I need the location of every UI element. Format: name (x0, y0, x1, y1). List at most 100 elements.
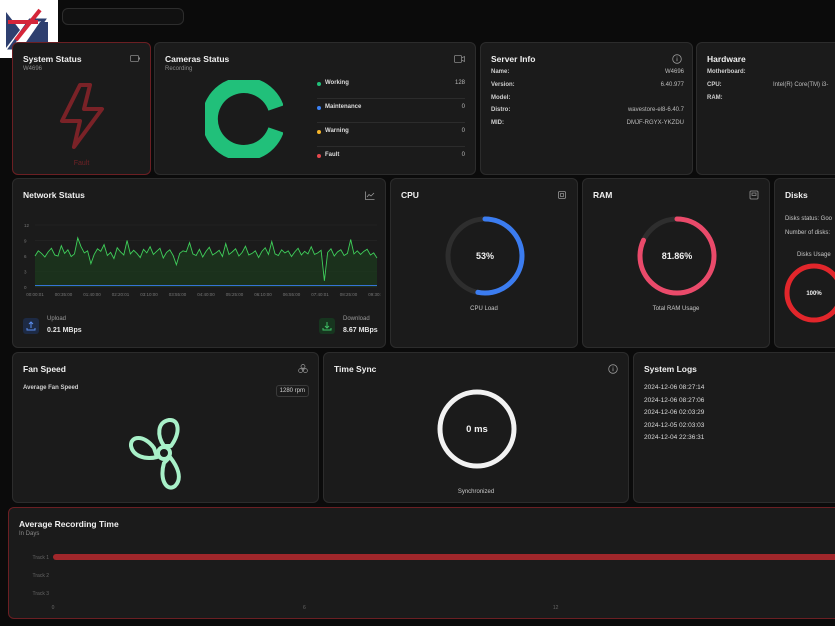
lightning-icon (60, 83, 104, 149)
server-info-rows: Name: W4696 Version: 6.40.977 Model: Distro: w… (491, 69, 684, 133)
download-value: 8.67 MBps (343, 327, 378, 334)
status-dot-icon (317, 106, 321, 110)
system-logs-list: 2024-12-06 08:27:14 2024-12-06 08:27:06 20… (644, 384, 704, 447)
time-sync-caption: Synchronized (457, 489, 495, 495)
download-area (35, 237, 377, 287)
info-icon[interactable] (608, 364, 618, 374)
time-sync-title: Time Sync (334, 364, 377, 374)
info-label: CPU: (707, 81, 722, 88)
log-entry[interactable]: 2024-12-06 08:27:06 (644, 396, 705, 404)
y-tick-label: 12 (24, 223, 30, 228)
camera-status-list: Working 128 Maintenance 0 Warning 0 Fault 0 (317, 75, 465, 171)
info-icon[interactable] (672, 54, 682, 64)
chip-icon (558, 191, 566, 199)
recording-chart: Track 1 Track 2 Track 3 0 6 12 (33, 554, 835, 610)
cameras-donut (205, 80, 283, 158)
camera-status-row: Working 128 (317, 75, 465, 99)
recording-time-card: Average Recording Time In Days Track 1 Tr… (8, 507, 835, 619)
time-sync-gauge: 0 ms (437, 389, 517, 469)
ram-title: RAM (593, 190, 613, 200)
disks-count: Number of disks: (785, 230, 831, 236)
info-row: CPU: Intel(R) Core(TM) i3- (707, 82, 835, 95)
info-row: MID: DMJF-RGYX-YKZDU (491, 120, 684, 133)
x-tick-label: 02:20:01 (112, 292, 130, 297)
info-value: Intel(R) Core(TM) i3- (773, 81, 829, 88)
hardware-title: Hardware (707, 54, 746, 64)
track-label: Track 2 (33, 573, 50, 579)
cpu-card: CPU 53% CPU Load (390, 178, 578, 348)
disks-gauge: 100% (784, 263, 835, 323)
network-status-card: Network Status 12 9 6 3 0 00:00:01 00:35:00 01:… (12, 178, 386, 348)
camera-status-label: Warning (325, 128, 349, 134)
upload-label: Upload (47, 316, 67, 322)
system-logs-card: System Logs 2024-12-06 08:27:14 2024-12-0… (633, 352, 835, 503)
fan-title: Fan Speed (23, 364, 66, 374)
log-entry[interactable]: 2024-12-06 08:27:14 (644, 384, 705, 391)
recording-subtitle: In Days (19, 531, 40, 537)
log-entry[interactable]: 2024-12-06 02:03:29 (644, 409, 705, 417)
info-row: Model: (491, 95, 684, 108)
x-tick-label: 12 (553, 605, 559, 610)
y-tick-label: 6 (24, 254, 27, 259)
disks-card: Disks Disks status: Goo Number of disks:… (774, 178, 835, 348)
fan-speed-card: Fan Speed Average Fan Speed 1280 rpm (12, 352, 319, 503)
x-tick-label: 03:55:00 (169, 292, 187, 297)
x-tick-label: 05:25:00 (226, 292, 244, 297)
x-tick-label: 00:00:01 (26, 292, 44, 297)
info-label: Name: (491, 69, 510, 75)
info-row: Distro: wavestore-el8-6.40.7 (491, 107, 684, 120)
ram-value: 81.86% (662, 251, 693, 261)
camera-status-count: 128 (454, 80, 465, 86)
ram-gauge: 81.86% (637, 216, 717, 296)
info-label: Version: (491, 81, 515, 88)
line-chart-icon[interactable] (365, 191, 375, 200)
hardware-card: Hardware Motherboard: CPU: Intel(R) Core(T… (696, 42, 835, 175)
camera-icon (454, 55, 465, 63)
log-entry[interactable]: 2024-12-04 22:36:31 (644, 434, 705, 442)
fan-blade-icon (129, 418, 181, 490)
search-input[interactable] (62, 8, 184, 25)
x-tick-label: 08:25:00 (340, 292, 358, 297)
ram-card: RAM 81.86% Total RAM Usage (582, 178, 770, 348)
x-tick-label: 04:40:00 (197, 292, 215, 297)
x-tick-label: 06:10:00 (254, 292, 272, 297)
log-entry[interactable]: 2024-12-05 02:03:03 (644, 421, 705, 429)
cameras-status-card: Cameras Status Recording Working 128 Maint… (154, 42, 476, 175)
server-info-card: Server Info Name: W4696 Version: 6.40.977 Mo… (480, 42, 693, 175)
info-label: RAM: (707, 94, 723, 101)
cameras-title: Cameras Status (165, 54, 230, 64)
battery-icon (130, 55, 140, 62)
disks-usage-value: 100% (806, 291, 822, 297)
camera-status-label: Working (325, 80, 349, 86)
cameras-subtitle: Recording (165, 66, 193, 72)
network-chart: 12 9 6 3 0 00:00:01 00:35:00 01:40:00 02:20:01 03… (24, 223, 381, 297)
device-name: W4696 (23, 66, 43, 72)
cpu-gauge: 53% (445, 216, 525, 296)
disks-status: Disks status: Goo (785, 216, 833, 222)
info-row: Motherboard: (707, 69, 835, 82)
logo[interactable] (0, 0, 58, 58)
recording-bar (53, 554, 835, 560)
fan-icon (298, 364, 308, 373)
x-tick-label: 09:30:00 (368, 292, 381, 297)
track-label: Track 1 (33, 555, 50, 561)
fan-subtitle: Average Fan Speed (23, 385, 79, 391)
server-info-title: Server Info (491, 54, 536, 64)
y-tick-label: 0 (24, 285, 27, 290)
memory-icon (749, 190, 759, 200)
status-text: Fault (73, 160, 90, 167)
info-value: W4696 (664, 69, 684, 75)
camera-status-count: 0 (461, 152, 465, 158)
status-dot-icon (317, 130, 321, 134)
camera-status-row: Fault 0 (317, 147, 465, 171)
camera-status-row: Maintenance 0 (317, 99, 465, 123)
cpu-title: CPU (401, 190, 419, 200)
time-sync-value: 0 ms (466, 424, 488, 435)
recording-title: Average Recording Time (19, 519, 119, 529)
cpu-value: 53% (476, 251, 494, 261)
camera-status-row: Warning 0 (317, 123, 465, 147)
time-sync-card: Time Sync 0 ms Synchronized (323, 352, 629, 503)
download-series-line (34, 236, 378, 281)
status-dot-icon (317, 82, 321, 86)
system-logs-title: System Logs (644, 364, 697, 374)
